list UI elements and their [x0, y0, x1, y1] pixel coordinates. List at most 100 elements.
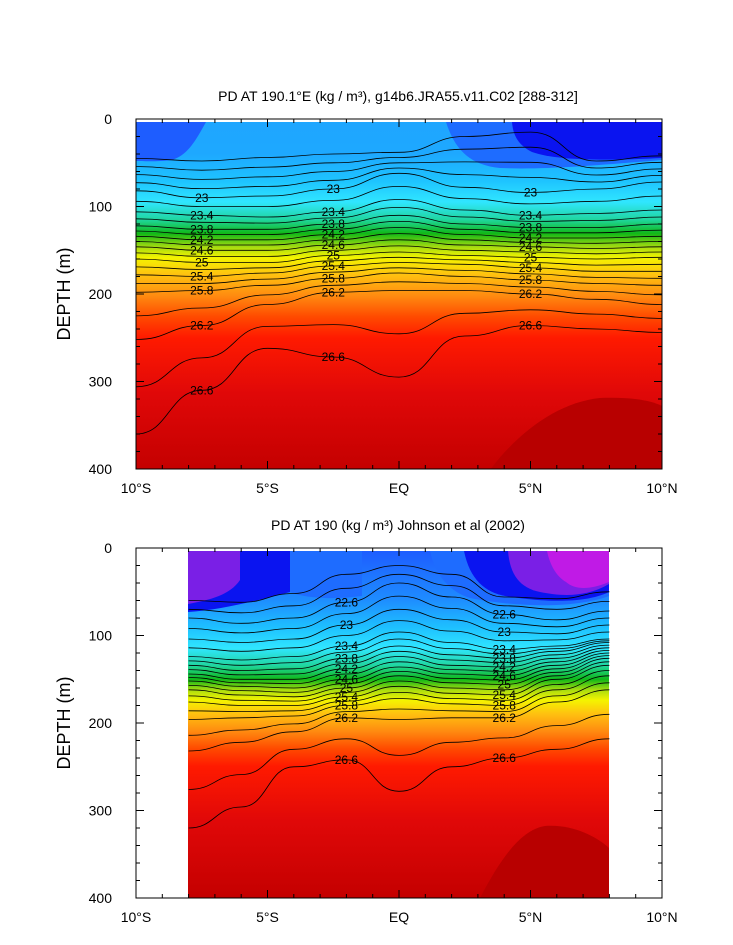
isopycnal-23.4-model — [136, 199, 662, 218]
x-tick-label: 10°S — [121, 480, 152, 496]
violet-patch-south — [188, 551, 240, 604]
isopycnal-23.2-obs — [188, 620, 610, 652]
isopycnal-25.8-obs — [188, 675, 610, 720]
isopycnal-22.4-obs — [188, 573, 610, 614]
y-tick-label: 300 — [89, 374, 113, 390]
contour-label-23-obs: 23 — [498, 625, 512, 639]
isopycnal-24-model — [136, 220, 662, 235]
contour-label-26.2-model: 26.2 — [322, 285, 346, 299]
contour-label-23-model: 23 — [524, 186, 538, 200]
blue-patch-south-obs — [290, 551, 362, 599]
isopycnal-22.4-model — [136, 146, 662, 171]
axis-ticks-model: 10°S 5°S EQ 5°N 10°N 0 100 200 300 400 — [89, 111, 678, 496]
contour-label-25.8-obs: 25.8 — [335, 699, 359, 713]
contour-label-23-obs: 23 — [340, 618, 354, 632]
isopycnal-25.6-model — [136, 267, 662, 284]
contour-label-23.4-model: 23.4 — [322, 205, 346, 219]
contour-lines-observations — [188, 565, 610, 829]
isopycnal-24.6-obs — [188, 652, 610, 689]
x-tick-label: 5°S — [256, 909, 279, 925]
contour-label-24.6-obs: 24.6 — [335, 672, 359, 686]
contour-label-23-model: 23 — [327, 182, 341, 196]
contour-label-24.2-obs: 24.2 — [493, 660, 517, 674]
y-tick-label: 400 — [89, 461, 113, 477]
isopycnal-26.6-model — [136, 325, 662, 435]
x-tick-label: 10°N — [646, 909, 677, 925]
isopycnal-25.4-obs — [188, 664, 610, 706]
isopycnal-23.2-model — [136, 185, 662, 207]
isopycnal-26.4-model — [136, 309, 662, 388]
isopycnal-26-model — [136, 281, 662, 317]
contour-label-23.4-obs: 23.4 — [335, 639, 359, 653]
y-axis-label-model: DEPTH (m) — [54, 248, 74, 341]
contour-label-26.6-model: 26.6 — [519, 319, 543, 333]
isopycnal-22.8-model — [136, 167, 662, 190]
isopycnal-22.6-obs — [188, 582, 610, 624]
x-tick-label: EQ — [389, 909, 409, 925]
contour-label-24.2-obs: 24.2 — [335, 662, 359, 676]
isopycnal-25-model — [136, 251, 662, 263]
contour-label-24.6-obs: 24.6 — [493, 669, 517, 683]
panel-observations: PD AT 190 (kg / m³) Johnson et al (2002)… — [54, 517, 678, 925]
axis-ticks-observations: 10°S 5°S EQ 5°N 10°N 0 100 200 300 400 — [89, 540, 678, 925]
x-tick-label: 10°N — [646, 480, 677, 496]
isopycnal-24.6-model — [136, 239, 662, 251]
y-tick-label: 400 — [89, 890, 113, 906]
isopycnal-24.8-obs — [188, 655, 610, 693]
isopycnal-26-obs — [188, 682, 610, 736]
contour-label-25-obs: 25 — [340, 681, 354, 695]
isopycnal-25.8-model — [136, 272, 662, 293]
contour-label-24.6-model: 24.6 — [190, 243, 214, 257]
panel-model: PD AT 190.1°E (kg / m³), g14b6.JRA55.v11… — [54, 88, 678, 496]
contour-label-25.4-obs: 25.4 — [335, 690, 359, 704]
fresh-patch-south — [136, 122, 206, 162]
isopycnal-25-obs — [188, 657, 610, 698]
contour-label-26.2-model: 26.2 — [190, 319, 214, 333]
isopycnal-23.8-obs — [188, 642, 610, 671]
contour-label-24.2-model: 24.2 — [519, 231, 543, 245]
contour-label-24.6-model: 24.6 — [519, 240, 543, 254]
contour-label-25.8-model: 25.8 — [190, 284, 214, 298]
contour-label-22.6-obs: 22.6 — [493, 608, 517, 622]
contour-label-26.6-model: 26.6 — [190, 383, 214, 397]
y-tick-label: 100 — [89, 628, 113, 644]
contour-label-25.4-model: 25.4 — [190, 270, 214, 284]
isopycnal-23.4-obs — [188, 631, 610, 661]
contour-label-23.4-obs: 23.4 — [493, 643, 517, 657]
isopycnal-22.8-obs — [188, 595, 610, 634]
isopycnal-24.8-model — [136, 245, 662, 257]
contour-label-26.2-model: 26.2 — [519, 287, 543, 301]
isopycnal-23-obs — [188, 608, 610, 643]
isopycnal-25.2-model — [136, 256, 662, 270]
contour-label-22.6-obs: 22.6 — [335, 595, 359, 609]
panel-title-observations: PD AT 190 (kg / m³) Johnson et al (2002) — [271, 517, 525, 533]
contour-label-23-model: 23 — [195, 191, 209, 205]
contour-label-25-model: 25 — [524, 250, 538, 264]
contour-label-26.2-obs: 26.2 — [335, 711, 359, 725]
contour-label-25.8-model: 25.8 — [322, 271, 346, 285]
contour-label-23.8-model: 23.8 — [322, 217, 346, 231]
isopycnal-23.6-model — [136, 206, 662, 224]
contour-label-23.8-model: 23.8 — [519, 221, 543, 235]
contour-label-24.2-model: 24.2 — [190, 233, 214, 247]
magenta-patch-north — [547, 551, 609, 588]
contour-label-26.6-obs: 26.6 — [335, 753, 359, 767]
x-tick-label: 5°N — [519, 480, 543, 496]
x-tick-label: EQ — [389, 480, 409, 496]
contour-label-25.4-obs: 25.4 — [493, 688, 517, 702]
contour-label-26.6-model: 26.6 — [322, 350, 346, 364]
contour-label-26.2-obs: 26.2 — [493, 711, 517, 725]
x-tick-label: 5°S — [256, 480, 279, 496]
isopycnal-24.4-model — [136, 233, 662, 246]
contour-label-25.8-model: 25.8 — [519, 273, 543, 287]
contour-label-23.4-model: 23.4 — [190, 208, 214, 222]
contour-label-25-model: 25 — [327, 249, 341, 263]
contour-label-25-model: 25 — [195, 256, 209, 270]
y-tick-label: 0 — [104, 111, 112, 127]
y-tick-label: 0 — [104, 540, 112, 556]
contour-label-23.8-obs: 23.8 — [493, 651, 517, 665]
